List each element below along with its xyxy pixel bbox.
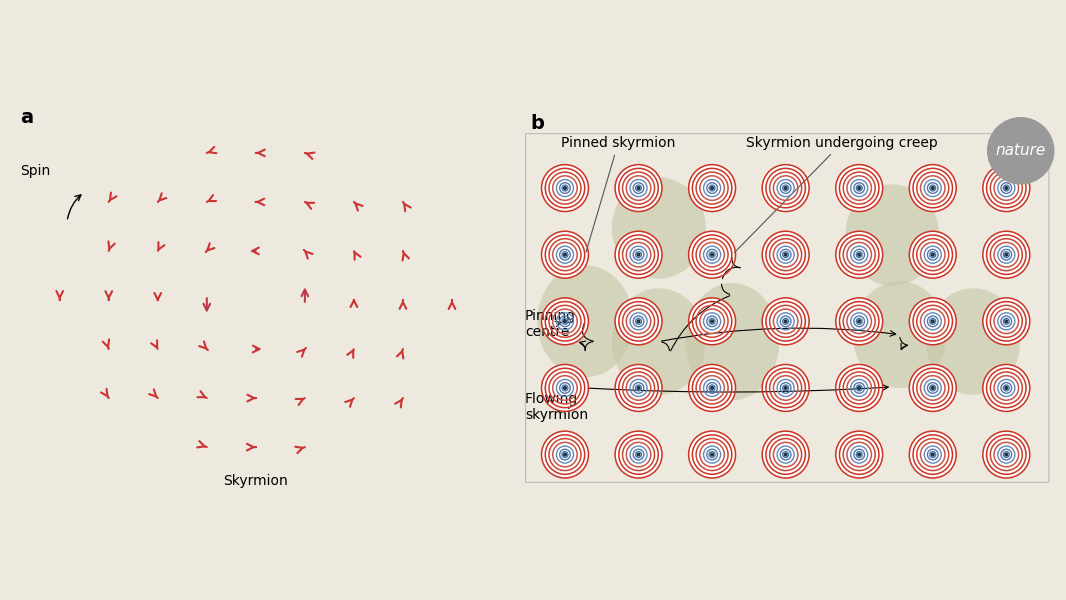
Ellipse shape	[615, 364, 662, 412]
Text: Skyrmion: Skyrmion	[224, 475, 288, 488]
Circle shape	[785, 187, 787, 190]
Circle shape	[637, 453, 640, 456]
Circle shape	[1005, 253, 1007, 256]
Circle shape	[987, 118, 1053, 184]
Ellipse shape	[836, 231, 883, 278]
Ellipse shape	[836, 364, 883, 412]
Ellipse shape	[762, 231, 809, 278]
Ellipse shape	[542, 364, 588, 412]
Circle shape	[564, 386, 566, 389]
Circle shape	[564, 253, 566, 256]
Ellipse shape	[762, 164, 809, 212]
Ellipse shape	[836, 298, 883, 345]
Ellipse shape	[909, 298, 956, 345]
Circle shape	[711, 386, 713, 389]
Ellipse shape	[689, 298, 736, 345]
Ellipse shape	[685, 283, 779, 400]
Ellipse shape	[845, 184, 939, 286]
Ellipse shape	[615, 431, 662, 478]
Circle shape	[711, 320, 713, 323]
Circle shape	[785, 253, 787, 256]
Ellipse shape	[983, 298, 1030, 345]
Ellipse shape	[836, 164, 883, 212]
Circle shape	[1005, 453, 1007, 456]
Circle shape	[858, 253, 860, 256]
Ellipse shape	[542, 298, 588, 345]
Ellipse shape	[926, 288, 1020, 395]
Ellipse shape	[909, 231, 956, 278]
Ellipse shape	[542, 164, 588, 212]
Text: Pinning
centre: Pinning centre	[524, 309, 576, 339]
Circle shape	[711, 253, 713, 256]
Circle shape	[637, 187, 640, 190]
Ellipse shape	[983, 164, 1030, 212]
Ellipse shape	[615, 164, 662, 212]
Circle shape	[564, 320, 566, 323]
Text: Flowing
skyrmion: Flowing skyrmion	[524, 392, 588, 422]
Ellipse shape	[612, 178, 706, 278]
Circle shape	[932, 187, 934, 190]
Ellipse shape	[537, 265, 633, 377]
Ellipse shape	[689, 364, 736, 412]
Circle shape	[1005, 187, 1007, 190]
Ellipse shape	[542, 231, 588, 278]
Ellipse shape	[762, 298, 809, 345]
Ellipse shape	[836, 431, 883, 478]
Text: b: b	[531, 115, 545, 133]
Circle shape	[785, 386, 787, 389]
Circle shape	[785, 320, 787, 323]
Ellipse shape	[615, 298, 662, 345]
Ellipse shape	[762, 431, 809, 478]
Circle shape	[858, 386, 860, 389]
Circle shape	[711, 453, 713, 456]
Ellipse shape	[983, 231, 1030, 278]
Text: a: a	[20, 109, 34, 127]
Circle shape	[932, 253, 934, 256]
Text: Pinned skyrmion: Pinned skyrmion	[561, 136, 676, 252]
Ellipse shape	[615, 231, 662, 278]
Text: nature: nature	[996, 143, 1046, 158]
Ellipse shape	[689, 431, 736, 478]
Circle shape	[932, 453, 934, 456]
Circle shape	[637, 386, 640, 389]
Circle shape	[858, 320, 860, 323]
Circle shape	[932, 320, 934, 323]
Ellipse shape	[762, 364, 809, 412]
Ellipse shape	[853, 281, 947, 388]
Ellipse shape	[612, 288, 706, 395]
Ellipse shape	[689, 164, 736, 212]
Circle shape	[785, 453, 787, 456]
Circle shape	[932, 386, 934, 389]
Circle shape	[564, 187, 566, 190]
Ellipse shape	[909, 364, 956, 412]
Circle shape	[564, 453, 566, 456]
Circle shape	[637, 253, 640, 256]
Circle shape	[1005, 386, 1007, 389]
Ellipse shape	[909, 431, 956, 478]
Ellipse shape	[983, 364, 1030, 412]
Circle shape	[637, 320, 640, 323]
Text: Spin: Spin	[20, 164, 51, 178]
Ellipse shape	[983, 431, 1030, 478]
Ellipse shape	[542, 431, 588, 478]
Text: Skyrmion undergoing creep: Skyrmion undergoing creep	[734, 136, 938, 253]
Ellipse shape	[909, 164, 956, 212]
Ellipse shape	[689, 231, 736, 278]
Circle shape	[858, 187, 860, 190]
Circle shape	[711, 187, 713, 190]
Circle shape	[1005, 320, 1007, 323]
Circle shape	[858, 453, 860, 456]
